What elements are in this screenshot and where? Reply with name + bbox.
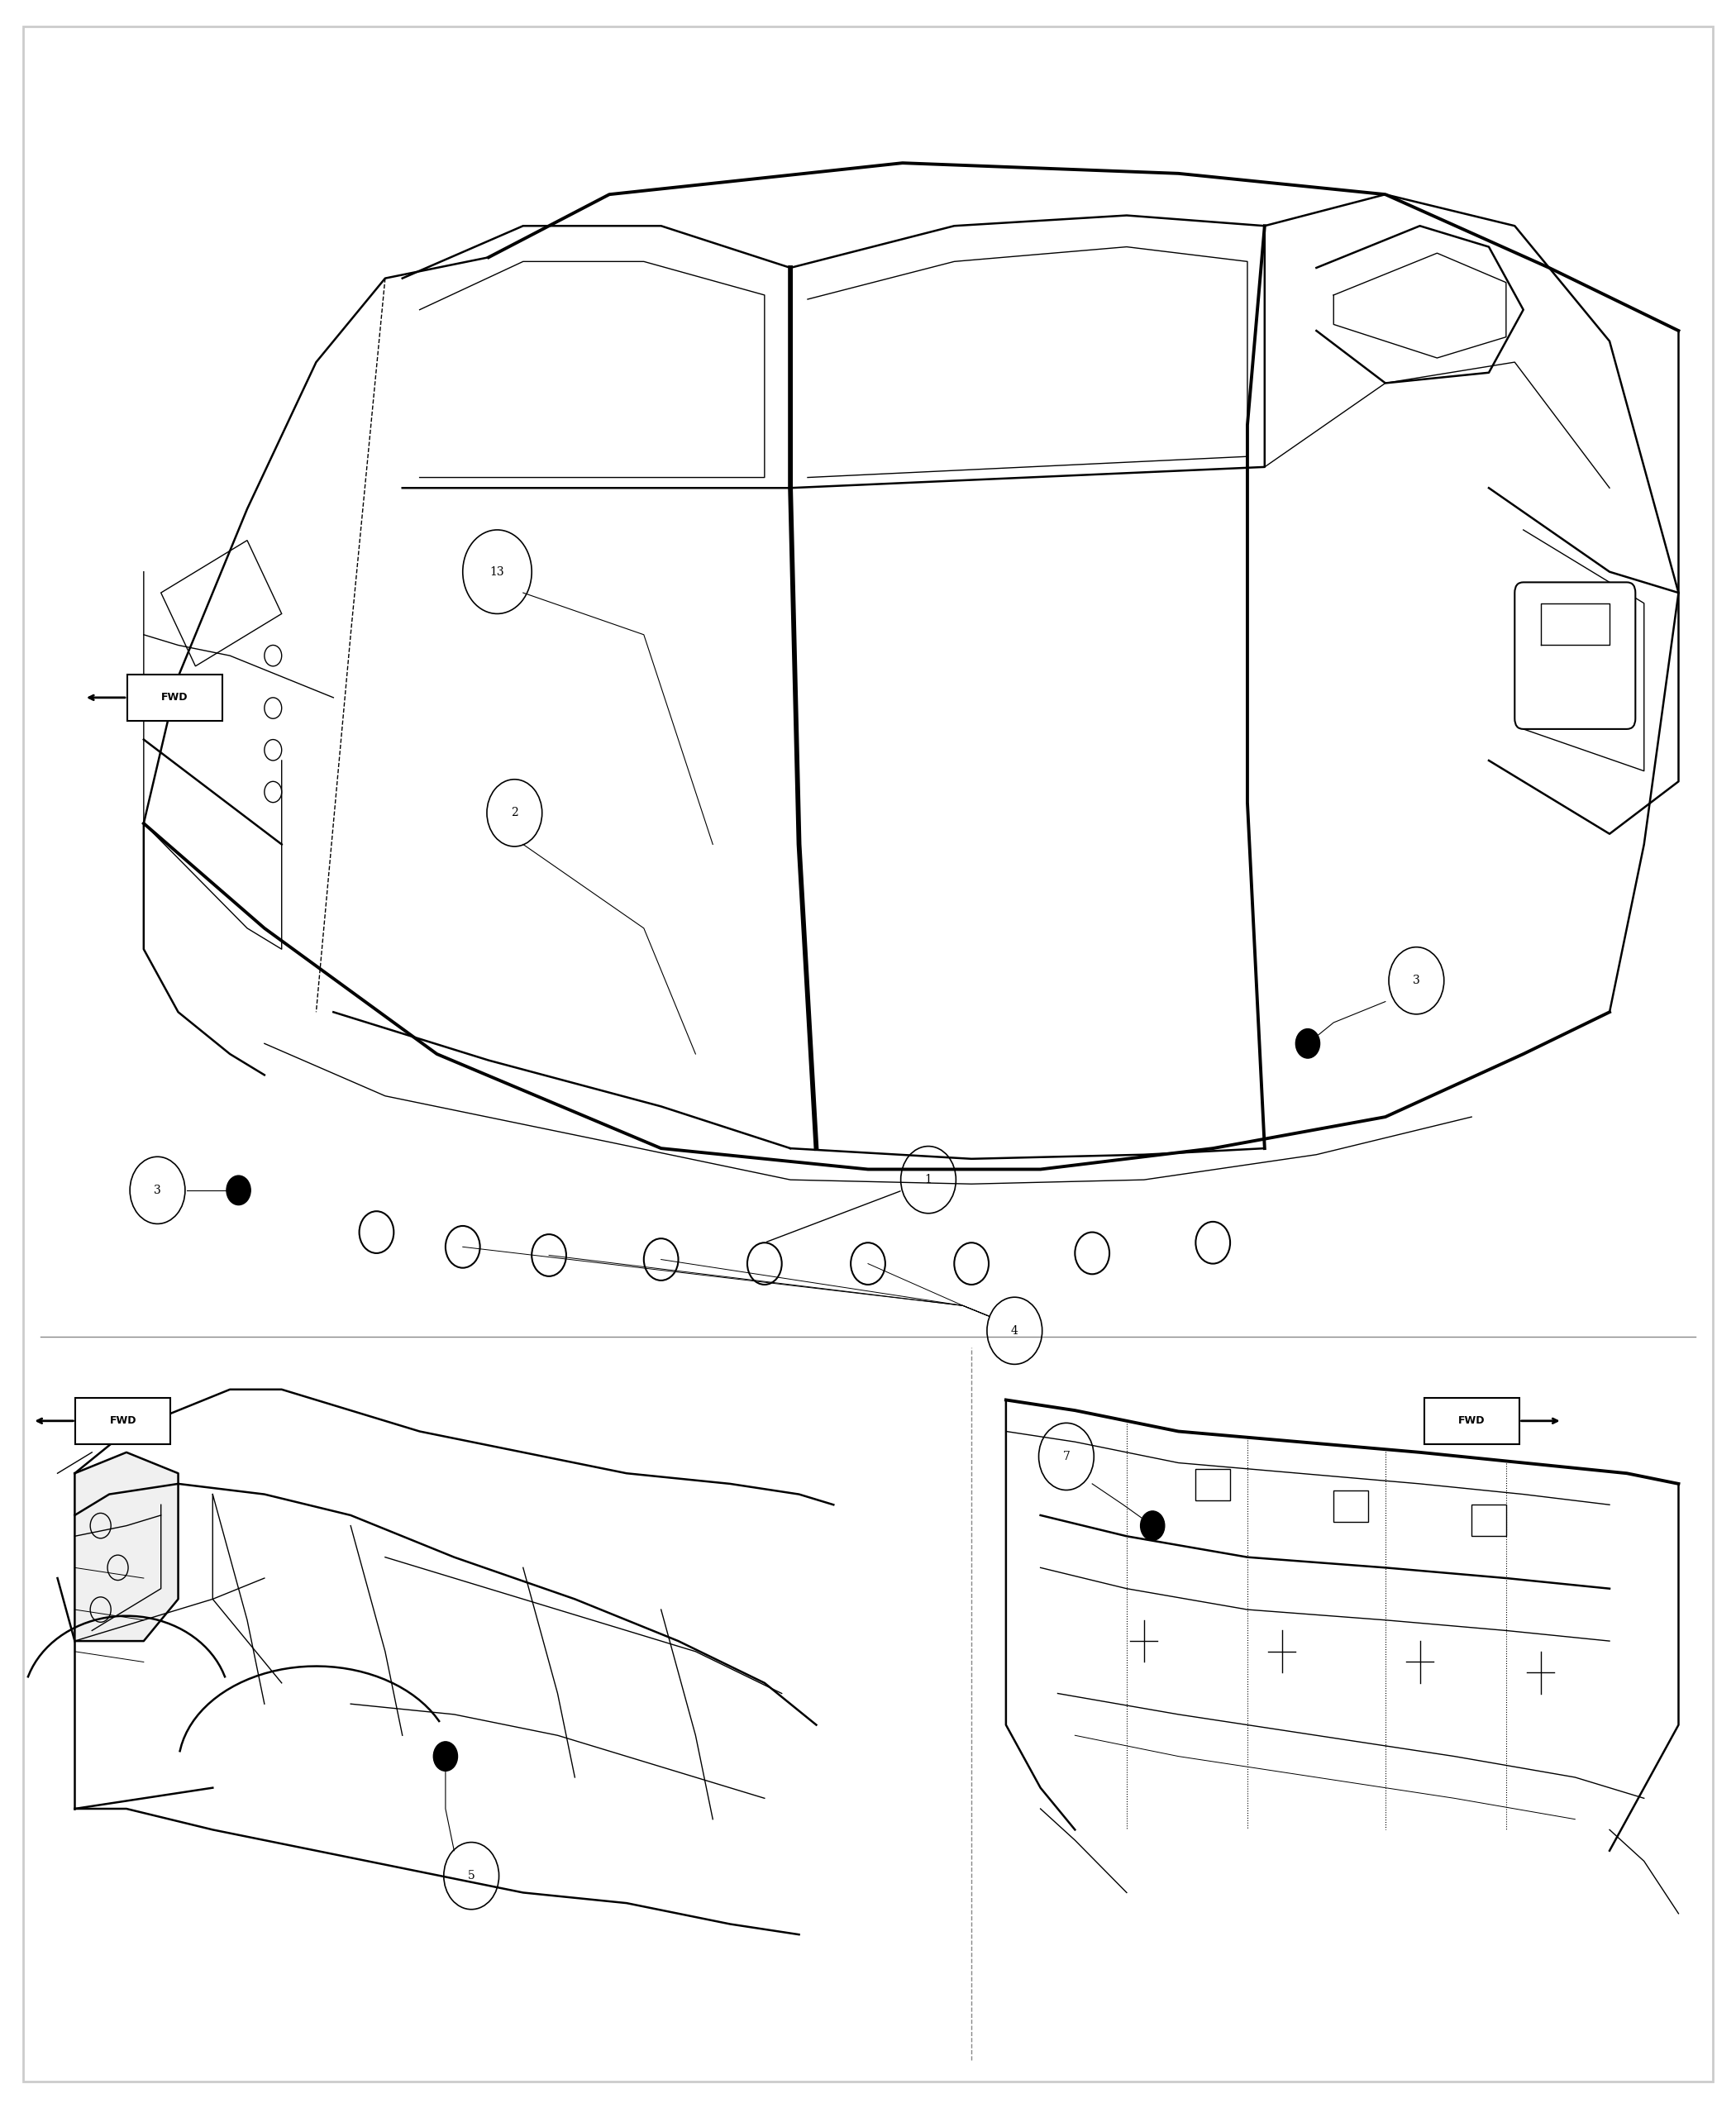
Text: 13: 13 (490, 567, 505, 578)
Text: 5: 5 (467, 1870, 476, 1882)
Text: 4: 4 (1010, 1326, 1019, 1336)
Circle shape (1295, 1029, 1319, 1058)
Polygon shape (75, 1452, 179, 1640)
Text: FWD: FWD (109, 1414, 137, 1427)
Circle shape (1141, 1511, 1165, 1541)
Circle shape (226, 1176, 250, 1206)
Text: 1: 1 (925, 1174, 932, 1185)
Bar (1472, 1505, 1507, 1537)
Text: FWD: FWD (161, 691, 187, 702)
FancyBboxPatch shape (1424, 1398, 1519, 1444)
Text: 2: 2 (510, 807, 517, 818)
FancyBboxPatch shape (127, 675, 222, 721)
Bar (1333, 1490, 1368, 1522)
Bar (1196, 1469, 1231, 1501)
FancyBboxPatch shape (1516, 582, 1635, 729)
Text: 3: 3 (155, 1185, 161, 1195)
Circle shape (434, 1741, 458, 1771)
Text: 7: 7 (1062, 1450, 1069, 1463)
FancyBboxPatch shape (76, 1398, 170, 1444)
Text: 3: 3 (1413, 974, 1420, 987)
Text: FWD: FWD (1458, 1414, 1484, 1427)
